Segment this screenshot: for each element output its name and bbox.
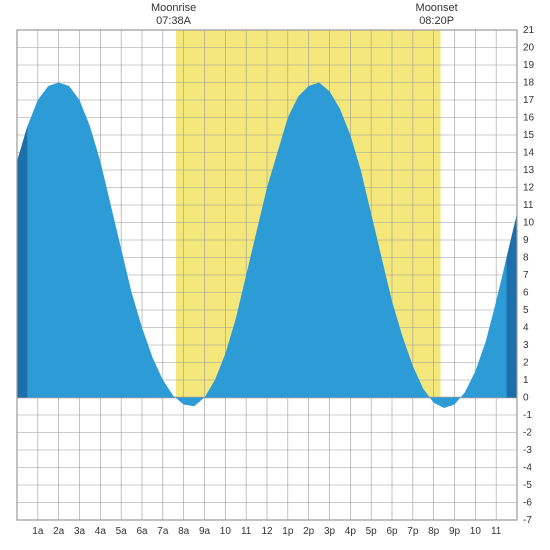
y-tick-label: 10 bbox=[523, 218, 535, 229]
y-tick-label: -3 bbox=[523, 445, 532, 456]
x-tick-label: 9p bbox=[449, 526, 461, 537]
moonset-label: Moonset 08:20P bbox=[416, 2, 458, 28]
y-tick-label: 6 bbox=[523, 288, 529, 299]
x-tick-label: 4a bbox=[95, 526, 107, 537]
moonrise-title: Moonrise bbox=[151, 2, 196, 14]
y-tick-label: 0 bbox=[523, 393, 529, 404]
x-tick-label: 5p bbox=[366, 526, 378, 537]
y-tick-label: 19 bbox=[523, 60, 535, 71]
x-tick-label: 6p bbox=[386, 526, 398, 537]
x-tick-label: 10 bbox=[220, 526, 232, 537]
x-tick-label: 2a bbox=[53, 526, 65, 537]
x-tick-label: 8p bbox=[428, 526, 440, 537]
x-tick-label: 11 bbox=[241, 526, 252, 537]
y-tick-label: -1 bbox=[523, 410, 532, 421]
y-tick-label: -2 bbox=[523, 428, 532, 439]
y-tick-label: 8 bbox=[523, 253, 529, 264]
x-tick-label: 7p bbox=[407, 526, 419, 537]
x-tick-label: 1a bbox=[32, 526, 44, 537]
y-tick-label: 7 bbox=[523, 270, 529, 281]
y-tick-label: 4 bbox=[523, 323, 529, 334]
chart-svg: -7-6-5-4-3-2-101234567891011121314151617… bbox=[0, 0, 550, 550]
y-tick-label: 11 bbox=[523, 200, 534, 211]
x-tick-label: 1p bbox=[282, 526, 294, 537]
x-tick-label: 8a bbox=[178, 526, 190, 537]
moonset-time: 08:20P bbox=[419, 15, 454, 27]
y-tick-label: 3 bbox=[523, 340, 529, 351]
y-tick-label: 5 bbox=[523, 305, 529, 316]
y-tick-label: 18 bbox=[523, 78, 535, 89]
y-tick-label: 9 bbox=[523, 235, 529, 246]
x-tick-label: 2p bbox=[303, 526, 315, 537]
y-tick-label: -7 bbox=[523, 515, 532, 526]
x-tick-label: 5a bbox=[116, 526, 128, 537]
y-tick-label: 17 bbox=[523, 95, 535, 106]
y-tick-label: 1 bbox=[523, 375, 529, 386]
x-tick-label: 11 bbox=[491, 526, 502, 537]
y-tick-label: 20 bbox=[523, 43, 535, 54]
moonrise-time: 07:38A bbox=[156, 15, 191, 27]
y-tick-label: 15 bbox=[523, 130, 535, 141]
x-tick-label: 10 bbox=[470, 526, 482, 537]
x-tick-label: 7a bbox=[157, 526, 169, 537]
x-tick-label: 4p bbox=[345, 526, 357, 537]
x-tick-label: 6a bbox=[136, 526, 148, 537]
y-tick-label: 12 bbox=[523, 183, 535, 194]
y-tick-label: 14 bbox=[523, 148, 535, 159]
moonrise-label: Moonrise 07:38A bbox=[151, 2, 196, 28]
y-tick-label: -4 bbox=[523, 463, 532, 474]
y-tick-label: -6 bbox=[523, 498, 532, 509]
x-tick-label: 3a bbox=[74, 526, 86, 537]
y-tick-label: 13 bbox=[523, 165, 535, 176]
y-tick-label: 21 bbox=[523, 25, 535, 36]
y-tick-label: 16 bbox=[523, 113, 535, 124]
y-tick-label: 2 bbox=[523, 358, 529, 369]
x-tick-label: 3p bbox=[324, 526, 336, 537]
tide-chart: Moonrise 07:38A Moonset 08:20P -7 -6 -5 -4 -… bbox=[0, 0, 550, 550]
x-tick-label: 12 bbox=[261, 526, 273, 537]
moonset-title: Moonset bbox=[416, 2, 458, 14]
y-tick-label: -5 bbox=[523, 480, 532, 491]
x-tick-label: 9a bbox=[199, 526, 211, 537]
